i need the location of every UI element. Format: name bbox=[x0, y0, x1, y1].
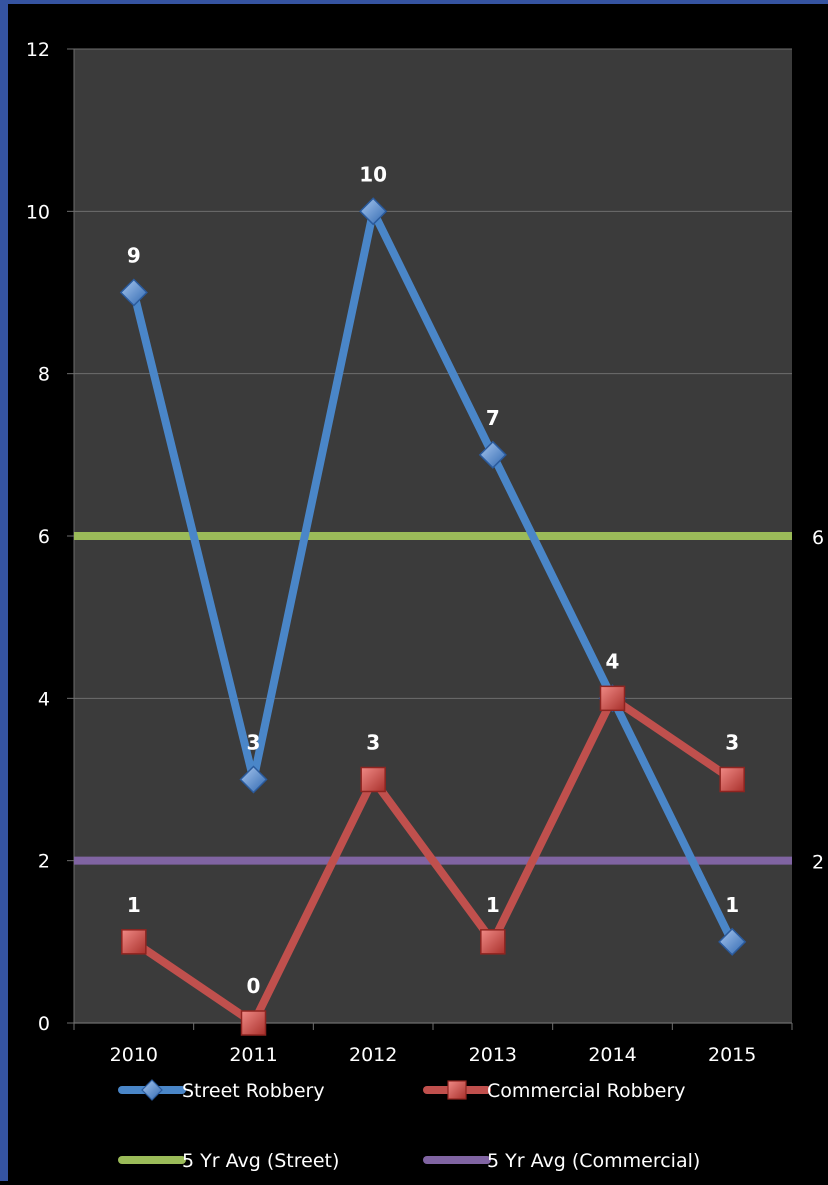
series-line-street-robbery bbox=[129, 199, 736, 944]
frame-top-border bbox=[0, 0, 828, 4]
legend-marker-street-robbery bbox=[141, 1079, 163, 1101]
data-label-commercial-robbery-2014: 4 bbox=[606, 649, 620, 673]
frame-left-border bbox=[0, 0, 8, 1181]
legend-label-street-robbery: Street Robbery bbox=[182, 1080, 325, 1102]
y-tick-label-12: 12 bbox=[26, 39, 50, 61]
marker-commercial-robbery-2011 bbox=[240, 1010, 267, 1036]
data-label-street-robbery-2013: 7 bbox=[486, 406, 500, 430]
data-label-commercial-robbery-2015: 3 bbox=[725, 731, 739, 755]
data-label-commercial-robbery-2011: 0 bbox=[247, 974, 261, 998]
y-tick-label-6: 6 bbox=[38, 526, 50, 548]
marker-street-robbery-2012 bbox=[359, 197, 388, 226]
x-tick-label-2010: 2010 bbox=[110, 1044, 158, 1066]
legend-marker-commercial-robbery bbox=[447, 1080, 467, 1100]
x-axis-tick-labels: 2010 2011 2012 2013 2014 2015 bbox=[110, 1044, 757, 1066]
legend: Street Robbery Commercial Robbery 5 Yr Avg… bbox=[118, 1079, 700, 1172]
marker-commercial-robbery-2013 bbox=[480, 929, 506, 955]
data-label-street-robbery-2012: 10 bbox=[359, 162, 387, 186]
legend-label-5-yr-avg-commercial: 5 Yr Avg (Commercial) bbox=[487, 1150, 700, 1172]
x-tick-label-2013: 2013 bbox=[469, 1044, 517, 1066]
legend-entry-commercial-robbery: Commercial Robbery bbox=[423, 1080, 686, 1102]
series-markers bbox=[119, 197, 747, 1036]
y-tick-label-0: 0 bbox=[38, 1013, 50, 1035]
y-tick-label-8: 8 bbox=[38, 364, 50, 386]
y-tick-label-4: 4 bbox=[38, 688, 50, 710]
y-tick-label-2: 2 bbox=[38, 851, 50, 873]
legend-entry-street-robbery: Street Robbery bbox=[118, 1079, 325, 1102]
end-label-5-yr-avg-commercial: 2 bbox=[812, 852, 824, 874]
y-tick-label-10: 10 bbox=[26, 201, 50, 223]
marker-street-robbery-2015 bbox=[718, 927, 747, 956]
data-label-street-robbery-2015: 1 bbox=[725, 893, 739, 917]
data-label-street-robbery-2010: 9 bbox=[127, 244, 141, 268]
marker-street-robbery-2010 bbox=[119, 278, 148, 307]
x-tick-label-2011: 2011 bbox=[229, 1044, 277, 1066]
series-line-commercial-robbery bbox=[131, 692, 735, 1029]
x-tick-label-2012: 2012 bbox=[349, 1044, 397, 1066]
marker-street-robbery-2013 bbox=[478, 440, 507, 469]
data-label-street-robbery-2011: 3 bbox=[247, 731, 261, 755]
marker-commercial-robbery-2015 bbox=[719, 766, 745, 793]
data-label-commercial-robbery-2012: 3 bbox=[366, 731, 380, 755]
series-lines bbox=[74, 199, 792, 1029]
end-label-5-yr-avg-street: 6 bbox=[812, 527, 824, 549]
legend-label-5-yr-avg-street: 5 Yr Avg (Street) bbox=[182, 1150, 339, 1172]
x-tick-label-2014: 2014 bbox=[588, 1044, 636, 1066]
legend-entry-5-yr-avg-street: 5 Yr Avg (Street) bbox=[118, 1150, 339, 1172]
data-label-commercial-robbery-2013: 1 bbox=[486, 893, 500, 917]
legend-entry-5-yr-avg-commercial: 5 Yr Avg (Commercial) bbox=[423, 1150, 700, 1172]
marker-commercial-robbery-2012 bbox=[360, 766, 386, 793]
legend-label-commercial-robbery: Commercial Robbery bbox=[487, 1080, 686, 1102]
data-label-commercial-robbery-2010: 1 bbox=[127, 893, 141, 917]
marker-commercial-robbery-2010 bbox=[121, 929, 147, 955]
marker-commercial-robbery-2014 bbox=[599, 685, 626, 712]
marker-street-robbery-2011 bbox=[239, 765, 268, 794]
x-tick-label-2015: 2015 bbox=[708, 1044, 756, 1066]
y-axis-tick-labels: 0 2 4 6 8 10 12 bbox=[26, 39, 50, 1035]
